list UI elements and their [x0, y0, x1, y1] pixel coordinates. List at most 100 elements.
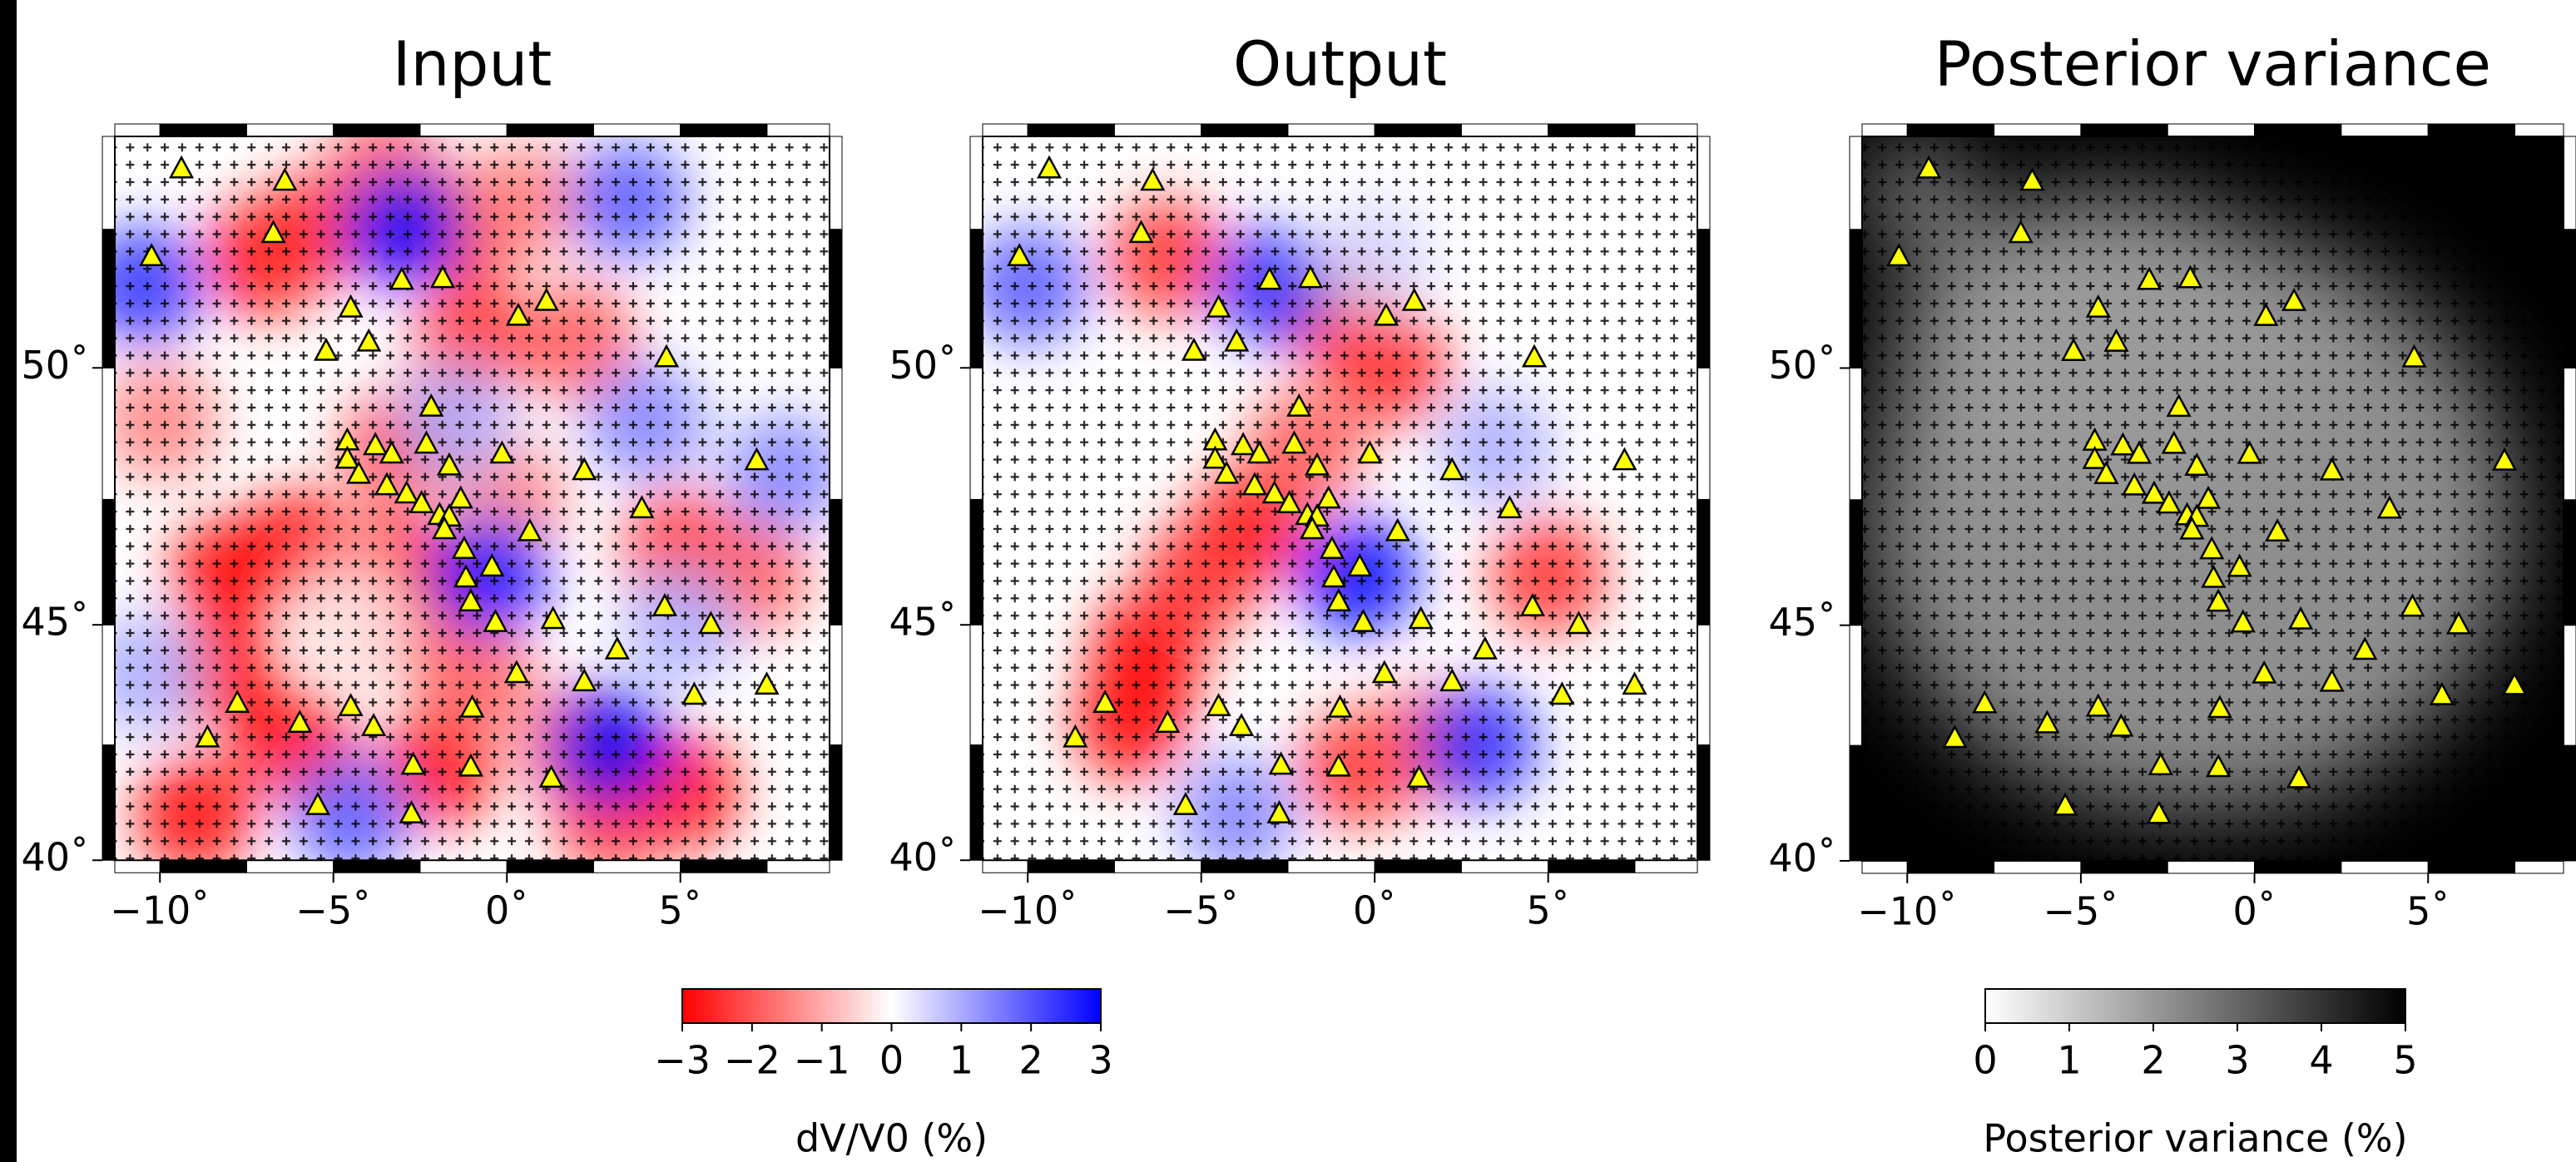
- station: [2034, 710, 2060, 734]
- frame-band: [592, 123, 681, 137]
- station: [2253, 302, 2279, 326]
- frame-band: [1994, 860, 2082, 874]
- station: [414, 430, 439, 454]
- station: [2122, 472, 2147, 496]
- station: [651, 592, 678, 616]
- station: [1228, 713, 1255, 736]
- frame-band: [1201, 859, 1289, 873]
- station: [1371, 660, 1397, 684]
- station: [334, 445, 360, 469]
- frame-band: [506, 123, 594, 137]
- station: [2206, 588, 2232, 612]
- station: [2137, 266, 2162, 290]
- frame-band: [1374, 859, 1462, 873]
- station: [2281, 287, 2307, 311]
- station: [338, 294, 364, 318]
- frame-band: [2514, 123, 2564, 137]
- frame-band: [1849, 136, 1863, 230]
- station: [1241, 472, 1268, 496]
- frame-band: [102, 136, 116, 230]
- station: [2166, 393, 2192, 418]
- station: [483, 608, 508, 632]
- map-panel: −10˚ −5˚ 0˚ 5˚ 40˚ 45˚ 50˚ Posterior variance: [1768, 29, 2576, 933]
- frame-band: [969, 367, 983, 500]
- station: [1472, 635, 1498, 660]
- x-tick-label: −5˚: [2043, 888, 2119, 933]
- x-tick-label: 5˚: [659, 888, 702, 933]
- station: [653, 344, 680, 368]
- station: [572, 668, 597, 692]
- station: [538, 764, 564, 789]
- station: [2093, 461, 2119, 484]
- colorbar-tick-label: 0: [1973, 1038, 1997, 1083]
- frame-band: [2563, 367, 2576, 501]
- station: [2053, 792, 2078, 816]
- station: [1181, 337, 1207, 361]
- station: [2179, 516, 2205, 540]
- y-tick-label: 50˚: [1768, 343, 1836, 388]
- frame-band: [2341, 123, 2429, 137]
- frame-band: [1113, 123, 1202, 137]
- station: [1246, 440, 1272, 464]
- frame-band: [969, 498, 983, 626]
- colorbar-label: Posterior variance (%): [1983, 1116, 2407, 1161]
- frame-band: [1287, 859, 1375, 873]
- frame-band: [969, 624, 983, 746]
- station: [2126, 440, 2152, 464]
- frame-band: [1697, 624, 1711, 746]
- y-tick-label: 40˚: [1768, 835, 1836, 880]
- station: [1214, 460, 1240, 484]
- station: [1300, 516, 1325, 540]
- station: [503, 660, 529, 684]
- station: [1320, 564, 1347, 588]
- station: [139, 243, 165, 267]
- frame-band: [2427, 123, 2516, 137]
- frame-band: [766, 123, 830, 137]
- colorbar-tick-label: 1: [2057, 1038, 2081, 1083]
- frame-band: [592, 859, 681, 873]
- station: [1206, 693, 1231, 717]
- map-panel: −10˚ −5˚ 0˚ 5˚ 40˚ 45˚ 50˚ Output: [889, 29, 1711, 933]
- frame-band: [1697, 498, 1711, 626]
- frame-band: [1634, 859, 1698, 873]
- frame-band: [680, 859, 768, 873]
- frame-band: [829, 229, 843, 368]
- station: [1304, 452, 1330, 476]
- y-tick-label: 50˚: [21, 343, 89, 388]
- station: [1886, 243, 1912, 267]
- station: [400, 751, 426, 775]
- frame-band: [2563, 625, 2576, 746]
- map-area: [115, 136, 830, 861]
- frame-band: [1460, 123, 1549, 137]
- station: [1519, 592, 1546, 616]
- frame-band: [1849, 367, 1863, 501]
- frame-band: [2341, 860, 2429, 874]
- station: [1172, 791, 1199, 815]
- station: [2237, 440, 2262, 464]
- station: [346, 460, 372, 484]
- frame-outline: [114, 136, 830, 862]
- station: [2061, 338, 2087, 361]
- grid-crosses: [115, 136, 830, 861]
- frame-band: [2563, 744, 2576, 862]
- station: [2147, 752, 2173, 775]
- x-tick-label: −10˚: [1857, 888, 1957, 933]
- station: [2201, 564, 2227, 588]
- station: [2207, 695, 2232, 719]
- frame-band: [419, 859, 508, 873]
- station: [2019, 167, 2045, 191]
- station: [1268, 751, 1294, 775]
- station: [451, 536, 478, 559]
- frame-band: [1906, 123, 1995, 137]
- frame-band: [506, 859, 594, 873]
- station: [459, 694, 485, 718]
- frame-band: [1634, 123, 1698, 137]
- colorbar-tick-label: 0: [879, 1038, 904, 1083]
- station: [453, 564, 479, 588]
- frame-band: [1287, 123, 1375, 137]
- station: [681, 681, 707, 705]
- frame-band: [2563, 499, 2576, 626]
- station: [754, 671, 780, 695]
- station: [1276, 490, 1302, 513]
- grid-crosses: [983, 136, 1697, 861]
